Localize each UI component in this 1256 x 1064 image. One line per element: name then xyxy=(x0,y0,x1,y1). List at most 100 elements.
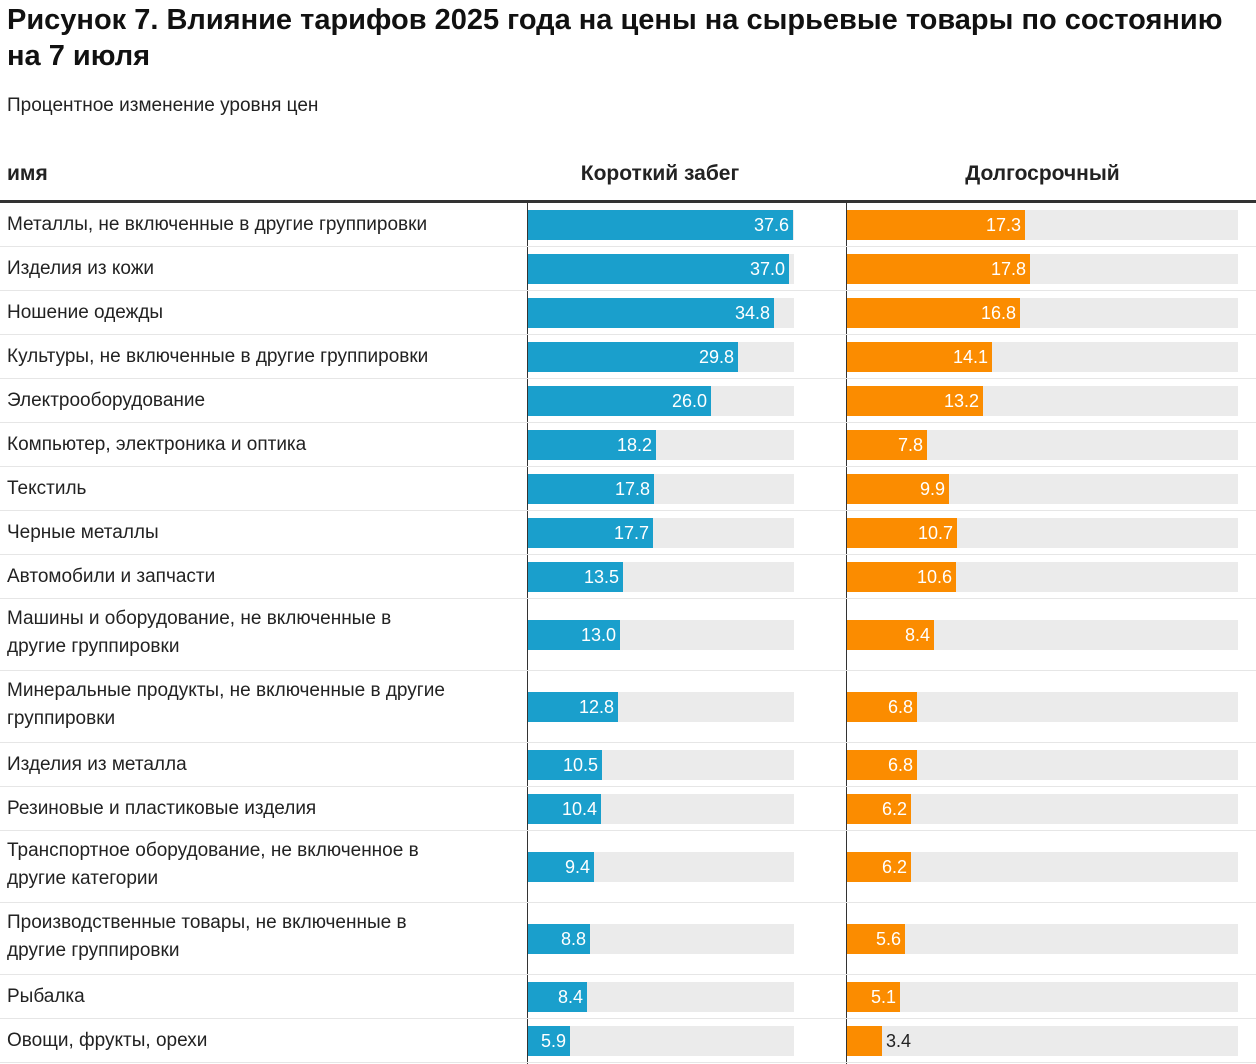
short-run-bar xyxy=(528,620,620,650)
table-row: Рыбалка 8.4 5.1 xyxy=(0,975,1256,1019)
long-run-track: 8.4 xyxy=(847,620,1238,650)
short-run-bar xyxy=(528,982,587,1012)
short-run-track: 9.4 xyxy=(528,852,794,882)
long-run-bar xyxy=(847,210,1025,240)
row-label: Черные металлы xyxy=(7,522,159,543)
long-run-value-label: 8.4 xyxy=(904,625,930,645)
table-row: Черные металлы 17.7 10.7 xyxy=(0,511,1256,555)
long-run-bar xyxy=(847,620,934,650)
table-row: Минеральные продукты, не включенные в др… xyxy=(0,671,1256,743)
row-label: Овощи, фрукты, орехи xyxy=(7,1030,208,1051)
short-run-bar xyxy=(528,692,618,722)
table-row: Изделия из кожи 37.0 17.8 xyxy=(0,247,1256,291)
long-run-value-label: 17.3 xyxy=(985,215,1021,235)
long-run-value-label: 6.2 xyxy=(881,857,907,877)
long-run-bar xyxy=(847,750,917,780)
long-run-bar xyxy=(847,692,917,722)
short-run-track: 13.5 xyxy=(528,562,794,592)
short-run-track: 29.8 xyxy=(528,342,794,372)
long-run-value-label: 14.1 xyxy=(952,347,988,367)
chart-title: Рисунок 7. Влияние тарифов 2025 года на … xyxy=(7,4,1223,72)
row-label: Производственные товары, не включенные в… xyxy=(7,912,407,961)
short-run-value-label: 13.0 xyxy=(580,625,616,645)
short-run-value-label: 37.0 xyxy=(749,259,785,279)
long-run-track: 6.2 xyxy=(847,852,1238,882)
long-run-value-label: 5.1 xyxy=(870,987,896,1007)
long-run-track: 6.8 xyxy=(847,692,1238,722)
short-run-bar xyxy=(528,924,590,954)
short-run-value-label: 5.9 xyxy=(540,1031,566,1051)
long-run-value-label: 7.8 xyxy=(897,435,923,455)
short-run-value-label: 8.8 xyxy=(560,929,586,949)
chart-subtitle: Процентное изменение уровня цен xyxy=(7,95,319,116)
long-run-track: 3.4 xyxy=(847,1026,1238,1056)
row-label: Автомобили и запчасти xyxy=(7,566,216,587)
row-label: Машины и оборудование, не включенные в д… xyxy=(7,608,392,657)
table-row: Производственные товары, не включенные в… xyxy=(0,903,1256,975)
column-header-long-run: Долгосрочный xyxy=(965,162,1120,185)
row-label: Компьютер, электроника и оптика xyxy=(7,434,307,455)
long-run-track: 10.7 xyxy=(847,518,1238,548)
short-run-bar xyxy=(528,210,793,240)
long-run-value-label: 13.2 xyxy=(943,391,979,411)
long-run-track: 7.8 xyxy=(847,430,1238,460)
long-run-track: 6.2 xyxy=(847,794,1238,824)
short-run-track: 12.8 xyxy=(528,692,794,722)
short-run-axis-line xyxy=(527,203,528,1064)
long-run-track: 17.3 xyxy=(847,210,1238,240)
long-run-bar xyxy=(847,982,900,1012)
short-run-value-label: 17.8 xyxy=(614,479,650,499)
short-run-bar xyxy=(528,518,653,548)
long-run-bar xyxy=(847,474,949,504)
short-run-value-label: 34.8 xyxy=(734,303,770,323)
chart-rows: Металлы, не включенные в другие группиро… xyxy=(0,203,1256,1063)
short-run-bar xyxy=(528,1026,570,1056)
row-label: Металлы, не включенные в другие группиро… xyxy=(7,214,428,235)
short-run-value-label: 8.4 xyxy=(557,987,583,1007)
short-run-track: 8.4 xyxy=(528,982,794,1012)
short-run-track: 13.0 xyxy=(528,620,794,650)
short-run-value-label: 26.0 xyxy=(671,391,707,411)
short-run-value-label: 12.8 xyxy=(578,697,614,717)
short-run-track: 5.9 xyxy=(528,1026,794,1056)
short-run-bar xyxy=(528,794,601,824)
long-run-track: 16.8 xyxy=(847,298,1238,328)
short-run-track: 37.0 xyxy=(528,254,794,284)
short-run-bar xyxy=(528,342,738,372)
long-run-bar xyxy=(847,852,911,882)
row-label: Электрооборудование xyxy=(7,390,206,411)
long-run-value-label: 9.9 xyxy=(919,479,945,499)
short-run-bar xyxy=(528,298,774,328)
long-run-value-label: 6.8 xyxy=(887,697,913,717)
short-run-value-label: 10.4 xyxy=(561,799,597,819)
long-run-value-label: 5.6 xyxy=(875,929,901,949)
long-run-bar xyxy=(847,298,1020,328)
table-row: Резиновые и пластиковые изделия 10.4 6.2 xyxy=(0,787,1256,831)
long-run-value-label: 6.8 xyxy=(887,755,913,775)
short-run-track: 26.0 xyxy=(528,386,794,416)
long-run-track: 6.8 xyxy=(847,750,1238,780)
short-run-track: 8.8 xyxy=(528,924,794,954)
long-run-axis-line xyxy=(846,203,847,1064)
long-run-track: 5.6 xyxy=(847,924,1238,954)
short-run-bar xyxy=(528,474,654,504)
short-run-track: 37.6 xyxy=(528,210,794,240)
short-run-value-label: 9.4 xyxy=(564,857,590,877)
row-label: Транспортное оборудование, не включенное… xyxy=(7,840,419,889)
column-header-short-run: Короткий забег xyxy=(580,162,740,185)
long-run-track: 14.1 xyxy=(847,342,1238,372)
short-run-track: 34.8 xyxy=(528,298,794,328)
long-run-value-label: 3.4 xyxy=(886,1031,912,1051)
short-run-value-label: 10.5 xyxy=(562,755,598,775)
short-run-value-label: 29.8 xyxy=(698,347,734,367)
table-row: Компьютер, электроника и оптика 18.2 7.8 xyxy=(0,423,1256,467)
long-run-bar xyxy=(847,342,992,372)
long-run-bar xyxy=(847,518,957,548)
long-run-bar xyxy=(847,254,1030,284)
long-run-track: 5.1 xyxy=(847,982,1238,1012)
long-run-bar xyxy=(847,924,905,954)
table-row: Металлы, не включенные в другие группиро… xyxy=(0,203,1256,247)
table-row: Транспортное оборудование, не включенное… xyxy=(0,831,1256,903)
table-row: Автомобили и запчасти 13.5 10.6 xyxy=(0,555,1256,599)
long-run-value-label: 17.8 xyxy=(990,259,1026,279)
